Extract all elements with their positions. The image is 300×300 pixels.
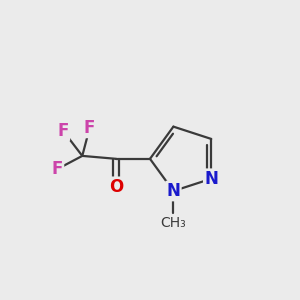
Text: N: N (167, 182, 180, 200)
Text: F: F (52, 160, 63, 178)
Text: N: N (204, 170, 218, 188)
Text: O: O (109, 178, 123, 196)
Text: CH₃: CH₃ (160, 216, 186, 230)
Text: F: F (84, 119, 95, 137)
Text: F: F (58, 122, 69, 140)
